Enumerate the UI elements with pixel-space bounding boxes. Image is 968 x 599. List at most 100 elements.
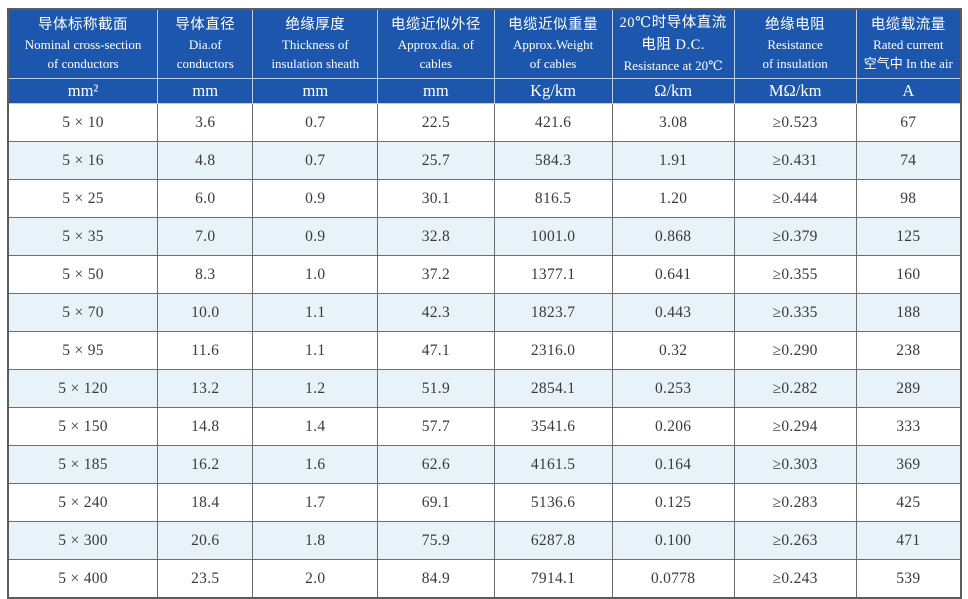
cell-cable-weight: 2316.0 [493,331,613,370]
table-header: 导体标称截面 Nominal cross-section of conducto… [7,8,962,104]
cell-rated-current: 160 [855,255,962,294]
cell-cross-section: 5 × 95 [7,331,159,370]
cell-cable-dia: 57.7 [377,407,495,446]
cell-cross-section: 5 × 300 [7,521,159,560]
cell-rated-current: 425 [855,483,962,522]
header-line-en: Thickness of [281,37,349,53]
cell-rated-current: 98 [855,179,962,218]
cell-rated-current: 333 [855,407,962,446]
cell-rated-current: 188 [855,293,962,332]
cell-rated-current: 471 [855,521,962,560]
cell-conductor-dia: 18.4 [157,483,254,522]
cell-insulation-resistance: ≥0.335 [733,293,857,332]
unit-cell-conductor-dia: mm [157,78,254,104]
cell-cable-dia: 32.8 [377,217,495,256]
cell-cable-dia: 47.1 [377,331,495,370]
table-row: 5 × 95 11.6 1.1 47.1 2316.0 0.32 ≥0.290 … [7,331,962,370]
header-line-en: Nominal cross-section [24,37,142,53]
cell-conductor-dia: 23.5 [157,559,254,599]
cell-cable-weight: 3541.6 [493,407,613,446]
table-row: 5 × 150 14.8 1.4 57.7 3541.6 0.206 ≥0.29… [7,407,962,446]
cell-cable-dia: 84.9 [377,559,495,599]
cell-insulation-resistance: ≥0.355 [733,255,857,294]
cell-insulation-thickness: 2.0 [252,559,379,599]
cell-conductor-dia: 3.6 [157,103,254,142]
cell-insulation-resistance: ≥0.303 [733,445,857,484]
unit-cell-rated-current: A [855,78,962,104]
cell-insulation-resistance: ≥0.283 [733,483,857,522]
cell-cable-weight: 1001.0 [493,217,613,256]
header-line-en: cables [419,55,453,71]
column-header-insulation-resistance: 绝缘电阻 Resistance of insulation [733,8,857,79]
cable-spec-table: 导体标称截面 Nominal cross-section of conducto… [7,8,962,599]
cell-cable-weight: 584.3 [493,141,613,180]
cell-cross-section: 5 × 70 [7,293,159,332]
cell-insulation-thickness: 1.1 [252,293,379,332]
header-line-zh: 电缆近似重量 [508,16,599,33]
table-row: 5 × 300 20.6 1.8 75.9 6287.8 0.100 ≥0.26… [7,521,962,560]
cell-dc-resistance: 0.641 [611,255,735,294]
cell-cable-weight: 421.6 [493,103,613,142]
column-header-insulation-thickness: 绝缘厚度 Thickness of insulation sheath [252,8,379,79]
cell-insulation-resistance: ≥0.431 [733,141,857,180]
header-line-zh: 绝缘厚度 [285,16,346,33]
table-row: 5 × 16 4.8 0.7 25.7 584.3 1.91 ≥0.431 74 [7,141,962,180]
header-line-zh: 导体标称截面 [38,16,129,33]
cell-cross-section: 5 × 120 [7,369,159,408]
unit-cell-cable-dia: mm [377,78,495,104]
cell-cable-weight: 6287.8 [493,521,613,560]
cell-conductor-dia: 11.6 [157,331,254,370]
cell-dc-resistance: 1.91 [611,141,735,180]
cell-insulation-thickness: 0.7 [252,103,379,142]
cell-dc-resistance: 0.868 [611,217,735,256]
cell-cross-section: 5 × 16 [7,141,159,180]
table-row: 5 × 25 6.0 0.9 30.1 816.5 1.20 ≥0.444 98 [7,179,962,218]
table-row: 5 × 120 13.2 1.2 51.9 2854.1 0.253 ≥0.28… [7,369,962,408]
cell-insulation-resistance: ≥0.243 [733,559,857,599]
cell-insulation-thickness: 0.9 [252,217,379,256]
table-body: 5 × 10 3.6 0.7 22.5 421.6 3.08 ≥0.523 67… [7,103,962,599]
cell-insulation-resistance: ≥0.263 [733,521,857,560]
header-row: 导体标称截面 Nominal cross-section of conducto… [7,8,962,79]
cell-dc-resistance: 3.08 [611,103,735,142]
cell-rated-current: 539 [855,559,962,599]
column-header-cross-section: 导体标称截面 Nominal cross-section of conducto… [7,8,159,79]
header-line-en: Approx.Weight [512,37,594,53]
header-line-en: of insulation [762,55,828,71]
cell-cross-section: 5 × 150 [7,407,159,446]
header-line-en: Dia.of [188,37,222,53]
cell-cable-weight: 2854.1 [493,369,613,408]
cell-conductor-dia: 14.8 [157,407,254,446]
unit-cell-cable-weight: Kg/km [493,78,613,104]
units-row: mm² mm mm mm Kg/km Ω/km MΩ/km A [7,78,962,104]
header-line-en: of conductors [47,55,119,71]
cell-dc-resistance: 0.125 [611,483,735,522]
cell-insulation-resistance: ≥0.444 [733,179,857,218]
cell-insulation-resistance: ≥0.282 [733,369,857,408]
table-row: 5 × 10 3.6 0.7 22.5 421.6 3.08 ≥0.523 67 [7,103,962,142]
header-line-en: conductors [176,55,234,71]
unit-cell-cross-section: mm² [7,78,159,104]
column-header-rated-current: 电缆载流量 Rated current 空气中 In the air [855,8,962,79]
cell-cable-dia: 42.3 [377,293,495,332]
cell-cable-weight: 7914.1 [493,559,613,599]
cell-dc-resistance: 0.100 [611,521,735,560]
cell-insulation-thickness: 0.9 [252,179,379,218]
cell-cable-weight: 4161.5 [493,445,613,484]
header-line-en: Resistance [767,37,823,53]
cell-insulation-thickness: 1.7 [252,483,379,522]
header-line-zh: 20℃时导体直流 [619,15,727,32]
cell-conductor-dia: 6.0 [157,179,254,218]
cell-cross-section: 5 × 10 [7,103,159,142]
header-line-zh: 电缆载流量 [870,16,946,33]
header-line-zh: 电阻 D.C. [641,36,705,53]
header-line-zh: 导体直径 [175,16,236,33]
cell-cable-dia: 22.5 [377,103,495,142]
cell-insulation-thickness: 1.8 [252,521,379,560]
cell-dc-resistance: 1.20 [611,179,735,218]
cell-cable-dia: 25.7 [377,141,495,180]
cell-rated-current: 74 [855,141,962,180]
cell-insulation-resistance: ≥0.523 [733,103,857,142]
header-line-en: Rated current [873,37,944,53]
table-row: 5 × 50 8.3 1.0 37.2 1377.1 0.641 ≥0.355 … [7,255,962,294]
